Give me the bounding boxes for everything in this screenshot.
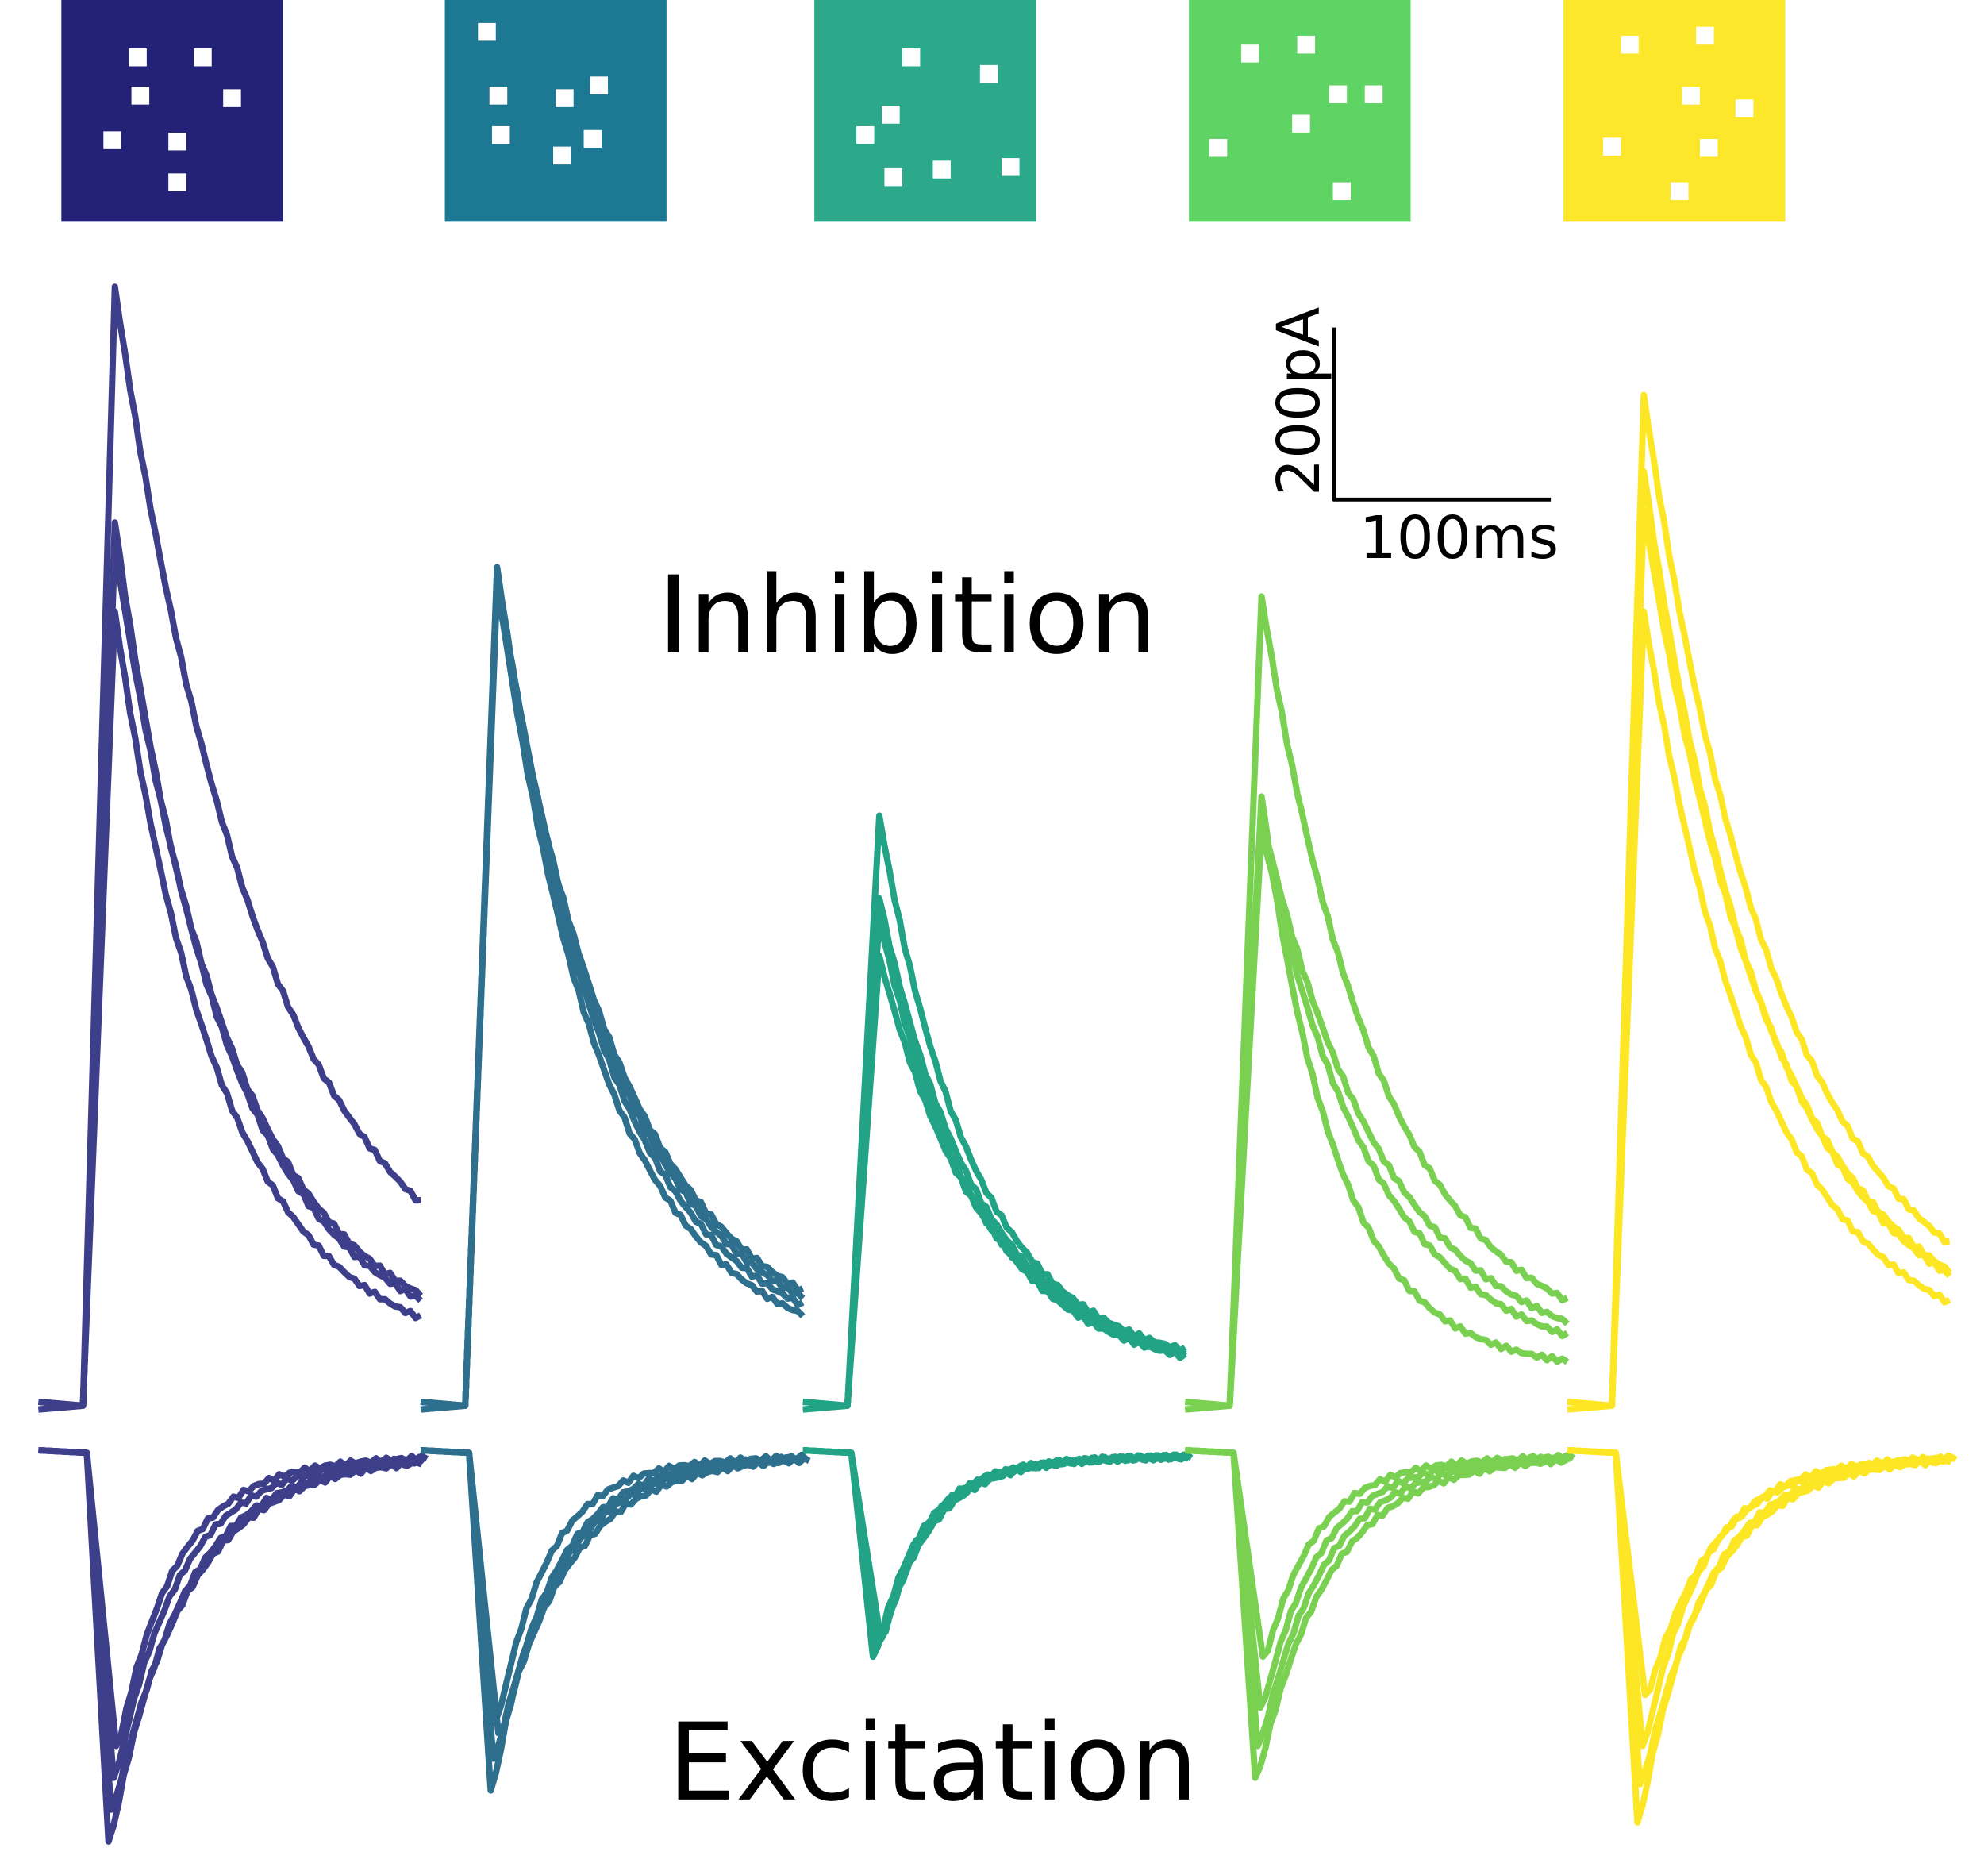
stimulus-spot: [1670, 182, 1689, 201]
stimulus-spot: [129, 48, 147, 67]
inhibition-trace: [1184, 593, 1569, 1409]
inhibition-trace: [38, 519, 423, 1413]
inhibition-trace: [802, 895, 1187, 1413]
stimulus-spot: [168, 132, 186, 151]
inhibition-trace: [38, 608, 422, 1413]
stimulus-spot: [491, 125, 510, 144]
stimulus-spot: [194, 48, 212, 67]
excitation-trace: [1567, 1447, 1958, 1699]
stimulus-spot: [1209, 138, 1228, 157]
inhibition-trace: [802, 812, 1187, 1409]
inhibition-trace: [1184, 812, 1570, 1409]
stimulus-spot: [979, 64, 998, 83]
excitation-trace: [420, 1447, 811, 1737]
inhibition-label: Inhibition: [658, 553, 1158, 678]
excitation-trace: [38, 1447, 429, 1750]
inhibition-trace: [38, 542, 424, 1409]
stimulus-patterns: [61, 0, 1786, 222]
stimulus-spot: [1621, 35, 1639, 54]
stimulus-spot: [1297, 35, 1316, 54]
stimulus-spot: [1682, 87, 1700, 105]
inhibition-trace: [1184, 793, 1570, 1413]
excitation-trace: [1185, 1447, 1576, 1661]
inhibition-trace: [802, 914, 1187, 1413]
stimulus-spot: [902, 48, 921, 67]
stimulus-spot: [103, 131, 121, 149]
stimulus-spot: [553, 146, 571, 165]
stimulus-spot: [856, 125, 875, 144]
stimulus-spot: [583, 129, 602, 148]
excitation-trace: [1185, 1447, 1568, 1781]
stimulus-spot: [489, 87, 508, 105]
inhibition-trace: [38, 283, 421, 1409]
stimulus-spot: [1699, 138, 1718, 157]
stimulus-spot: [1602, 137, 1621, 156]
stimulus-spot: [1735, 99, 1754, 117]
stimulus-spot: [590, 76, 609, 94]
excitation-trace: [802, 1447, 1194, 1642]
stimulus-spot: [556, 89, 574, 107]
stimulus-spot: [131, 87, 150, 105]
stimulus-spot: [1002, 158, 1020, 176]
inhibition-trace: [1184, 825, 1570, 1413]
stimulus-spot: [882, 106, 900, 124]
stimulus-spot: [168, 173, 186, 191]
stimulus-spot: [1329, 85, 1348, 104]
time-scale-label: 100ms: [1359, 504, 1559, 572]
traces: [38, 283, 1958, 1845]
stimulus-spot: [1292, 114, 1310, 133]
stimulus-spot: [1332, 182, 1352, 201]
stimulus-spot: [1696, 26, 1714, 45]
stimulus-spot: [478, 22, 496, 41]
inhibition-trace: [1567, 506, 1952, 1409]
inhibition-trace: [420, 583, 805, 1413]
stimulus-spot: [1364, 85, 1383, 104]
excitation-trace: [38, 1447, 423, 1813]
stimulus-square: [814, 0, 1036, 222]
inhibition-trace: [1567, 391, 1951, 1409]
inhibition-trace: [1567, 608, 1951, 1413]
inhibition-trace: [420, 576, 806, 1409]
stimulus-spot: [884, 167, 902, 187]
stimulus-spot: [932, 160, 951, 179]
excitation-trace: [420, 1447, 809, 1724]
stimulus-spot: [223, 89, 241, 107]
current-scale-label: 200pA: [1265, 307, 1333, 496]
stimulus-spot: [1240, 44, 1259, 63]
stimulus-square: [1189, 0, 1411, 222]
excitation-label: Excitation: [667, 1700, 1198, 1825]
